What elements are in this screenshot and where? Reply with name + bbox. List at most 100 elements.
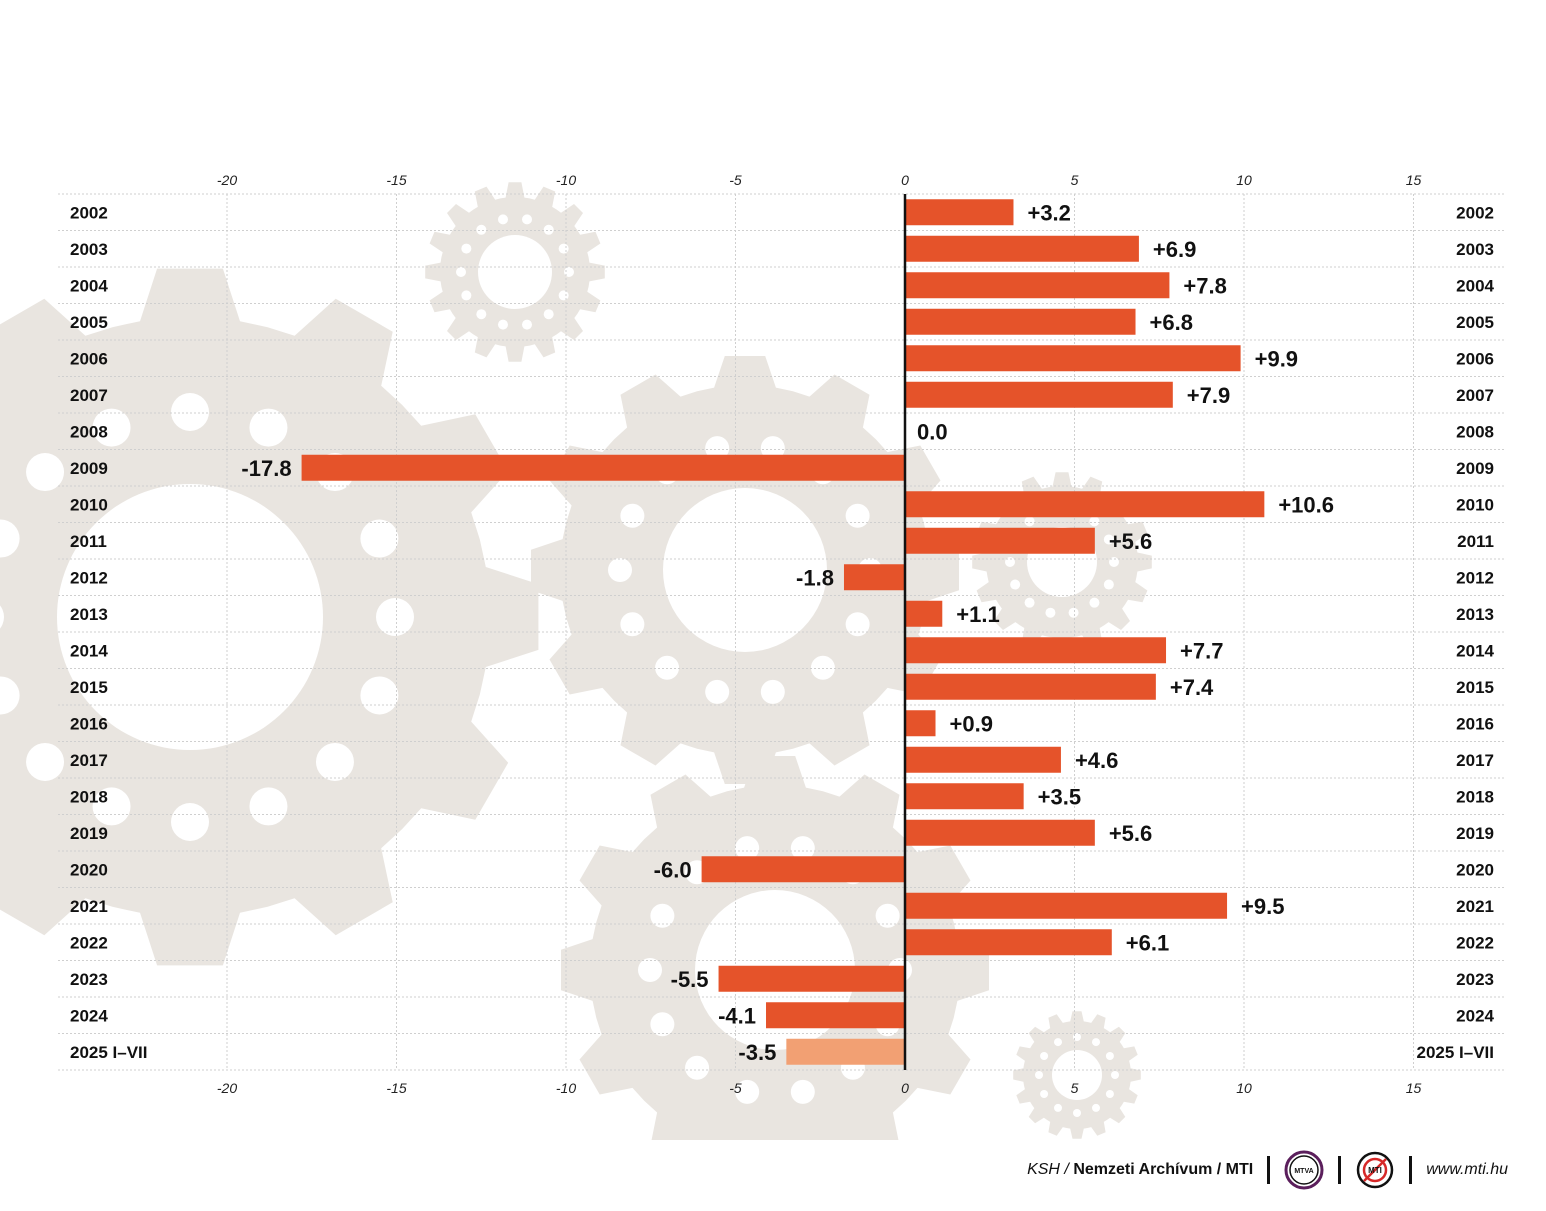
- x-tick-label-top: 0: [901, 172, 909, 188]
- value-label: -5.5: [671, 967, 709, 992]
- bar: [905, 600, 943, 627]
- bar: [905, 637, 1167, 664]
- separator: [1267, 1156, 1271, 1184]
- bar-chart: -20 -20 -15 -15 -10 -10 -5 -5 0 0 5 5 10 10 15 15 2002 20…: [0, 172, 1505, 1140]
- value-label: -1.8: [796, 565, 834, 590]
- separator: [1409, 1156, 1413, 1184]
- year-label-right: 2013: [1456, 605, 1494, 624]
- year-label-right: 2014: [1456, 641, 1494, 660]
- mtva-logo-text: MTVA: [1295, 1168, 1314, 1175]
- value-label: +1.1: [956, 602, 999, 627]
- year-label-right: 2017: [1456, 751, 1494, 770]
- mtva-logo-icon: MTVA: [1284, 1150, 1324, 1190]
- bar: [905, 199, 1014, 226]
- value-label: +5.6: [1109, 529, 1152, 554]
- year-label-left: 2016: [70, 714, 108, 733]
- value-label: +3.2: [1027, 200, 1070, 225]
- bar: [905, 929, 1112, 956]
- bar: [905, 345, 1241, 372]
- value-label: +9.5: [1241, 894, 1284, 919]
- bar: [905, 235, 1139, 262]
- year-label-left: 2008: [70, 422, 108, 441]
- x-tick-label-top: 15: [1406, 172, 1422, 188]
- x-tick-label-bottom: -20: [217, 1080, 237, 1096]
- footer: KSH / Nemzeti Archívum / MTI MTVA MTI ww…: [1027, 1150, 1508, 1190]
- x-tick-label-top: -20: [217, 172, 237, 188]
- year-label-right: 2007: [1456, 386, 1494, 405]
- gear-icon: [0, 268, 539, 966]
- year-label-left: 2022: [70, 933, 108, 952]
- year-label-left: 2012: [70, 568, 108, 587]
- year-label-right: 2006: [1456, 349, 1494, 368]
- value-label: -4.1: [718, 1003, 756, 1028]
- gear-icon: [425, 182, 605, 362]
- year-label-left: 2023: [70, 970, 108, 989]
- year-label-left: 2002: [70, 203, 108, 222]
- x-tick-label-bottom: 15: [1406, 1080, 1422, 1096]
- year-label-right: 2002: [1456, 203, 1494, 222]
- chart-labels: -20 -20 -15 -15 -10 -10 -5 -5 0 0 5 5 10 10 15 15 2002 20…: [70, 172, 1495, 1096]
- year-label-right: 2020: [1456, 860, 1494, 879]
- bar: [905, 673, 1156, 700]
- source-prefix: KSH /: [1027, 1161, 1069, 1178]
- chart-bars: [301, 199, 1265, 1065]
- year-label-left: 2020: [70, 860, 108, 879]
- year-label-right: 2009: [1456, 459, 1494, 478]
- year-label-left: 2025 I–VII: [70, 1043, 148, 1062]
- mti-logo-text: MTI: [1368, 1166, 1382, 1175]
- value-label: 0.0: [917, 419, 948, 444]
- bar: [905, 381, 1173, 408]
- year-label-left: 2006: [70, 349, 108, 368]
- year-label-left: 2010: [70, 495, 108, 514]
- bar: [766, 1002, 905, 1029]
- bar: [905, 491, 1265, 518]
- year-label-left: 2013: [70, 605, 108, 624]
- value-label: +7.7: [1180, 638, 1223, 663]
- x-tick-label-bottom: 0: [901, 1080, 909, 1096]
- x-tick-label-top: -15: [386, 172, 406, 188]
- year-label-left: 2004: [70, 276, 108, 295]
- year-label-right: 2004: [1456, 276, 1494, 295]
- x-tick-label-bottom: -15: [386, 1080, 406, 1096]
- x-tick-label-top: 5: [1071, 172, 1079, 188]
- value-label: +3.5: [1038, 784, 1081, 809]
- x-tick-label-top: -10: [556, 172, 576, 188]
- year-label-left: 2014: [70, 641, 108, 660]
- value-label: -17.8: [241, 456, 291, 481]
- year-label-left: 2024: [70, 1006, 108, 1025]
- value-label: +6.1: [1126, 930, 1169, 955]
- year-label-right: 2015: [1456, 678, 1494, 697]
- year-label-right: 2024: [1456, 1006, 1494, 1025]
- year-label-left: 2011: [70, 532, 107, 551]
- year-label-right: 2012: [1456, 568, 1494, 587]
- bar: [718, 965, 905, 992]
- source-main: Nemzeti Archívum / MTI: [1073, 1161, 1254, 1178]
- chart-grid: [58, 193, 1505, 1071]
- value-label: +9.9: [1255, 346, 1298, 371]
- year-label-left: 2018: [70, 787, 108, 806]
- value-label: +7.4: [1170, 675, 1214, 700]
- year-label-left: 2017: [70, 751, 108, 770]
- bar: [701, 856, 905, 883]
- year-label-right: 2019: [1456, 824, 1494, 843]
- year-label-left: 2009: [70, 459, 108, 478]
- value-label: +7.9: [1187, 383, 1230, 408]
- year-label-left: 2015: [70, 678, 108, 697]
- year-label-right: 2010: [1456, 495, 1494, 514]
- year-label-right: 2016: [1456, 714, 1494, 733]
- year-label-right: 2005: [1456, 313, 1494, 332]
- x-tick-label-bottom: -5: [729, 1080, 742, 1096]
- year-label-left: 2021: [70, 897, 108, 916]
- source-credit: KSH / Nemzeti Archívum / MTI: [1027, 1161, 1253, 1179]
- year-label-left: 2019: [70, 824, 108, 843]
- x-tick-label-top: 10: [1236, 172, 1252, 188]
- year-label-right: 2008: [1456, 422, 1494, 441]
- value-label: +5.6: [1109, 821, 1152, 846]
- website-link[interactable]: www.mti.hu: [1426, 1161, 1508, 1178]
- bar: [905, 783, 1024, 810]
- x-tick-label-bottom: 5: [1071, 1080, 1079, 1096]
- bar: [905, 272, 1170, 299]
- year-label-right: 2025 I–VII: [1416, 1043, 1494, 1062]
- bar: [905, 710, 936, 737]
- x-tick-label-bottom: 10: [1236, 1080, 1252, 1096]
